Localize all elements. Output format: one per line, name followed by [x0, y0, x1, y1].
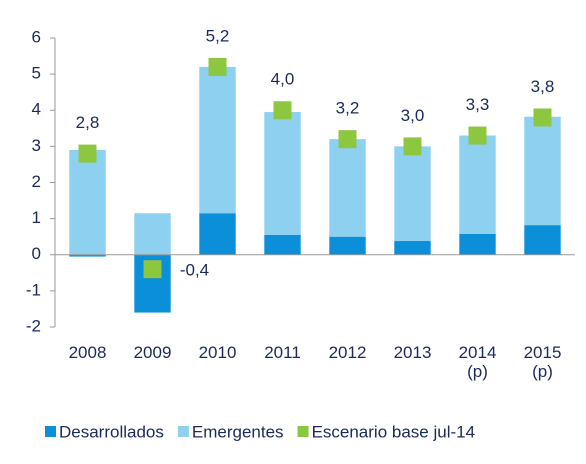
data-label: 3,2 [336, 99, 360, 118]
bar-segment [199, 66, 236, 214]
marker [403, 137, 422, 156]
legend-swatch [297, 426, 309, 437]
data-label: 4,0 [271, 70, 295, 89]
bar-segment [69, 254, 106, 257]
data-label: 3,0 [401, 106, 425, 125]
legend-swatch [45, 426, 56, 437]
x-tick-label: 2011 [264, 343, 301, 362]
x-tick-label: 2009 [133, 343, 172, 362]
y-tick-label: 0 [32, 244, 41, 263]
bar-segment [329, 236, 366, 255]
legend-label: Emergentes [192, 422, 284, 441]
bar-segment [199, 213, 236, 255]
legend-swatch [177, 426, 189, 437]
bar-segment [394, 241, 431, 255]
bar-segment [264, 112, 301, 235]
y-tick-label: 1 [32, 208, 41, 227]
x-tick-label: 2008 [68, 343, 107, 362]
bar-segment [524, 225, 561, 255]
data-label: 2,8 [76, 113, 100, 132]
x-tick-label: 2015 (p) [523, 343, 562, 381]
y-tick-label: -2 [26, 316, 41, 335]
bar-segment [264, 234, 301, 255]
x-tick-label: 2012 [328, 343, 367, 362]
data-label: -0,4 [180, 261, 209, 280]
bar-segment [459, 135, 496, 234]
y-tick-label: 2 [32, 172, 41, 191]
legend-label: Escenario base jul-14 [312, 422, 475, 441]
marker [208, 57, 227, 76]
y-tick-label: 3 [32, 136, 41, 155]
bar-segment [329, 139, 366, 237]
x-tick-label: 2014 (p) [458, 343, 497, 381]
data-label: 3,3 [466, 95, 490, 114]
marker [338, 130, 357, 149]
bar-segment [459, 233, 496, 255]
marker [468, 126, 487, 145]
y-tick-label: 6 [32, 27, 41, 46]
bar-segment [69, 149, 106, 255]
marker [273, 101, 292, 120]
x-tick-label: 2010 [198, 343, 237, 362]
data-label: 5,2 [206, 26, 230, 45]
bar-segment [134, 213, 171, 255]
x-tick-label: 2013 [393, 343, 432, 362]
y-tick-label: -1 [26, 280, 41, 299]
bar-segment [524, 116, 561, 226]
bar-segment [394, 146, 431, 242]
legend-label: Desarrollados [59, 422, 164, 441]
data-label: 3,8 [531, 77, 555, 96]
y-tick-label: 5 [32, 64, 41, 83]
y-tick-label: 4 [32, 100, 41, 119]
marker [143, 260, 162, 279]
marker [78, 144, 97, 163]
marker [533, 108, 552, 127]
